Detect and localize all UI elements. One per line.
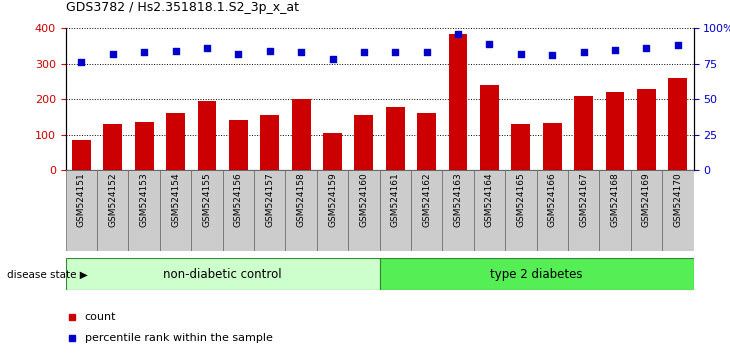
Point bbox=[484, 41, 496, 47]
Text: GSM524156: GSM524156 bbox=[234, 172, 243, 227]
Point bbox=[390, 50, 402, 55]
Text: non-diabetic control: non-diabetic control bbox=[164, 268, 282, 281]
Bar bbox=[292, 99, 310, 170]
Text: GSM524155: GSM524155 bbox=[202, 172, 212, 227]
FancyBboxPatch shape bbox=[505, 170, 537, 251]
FancyBboxPatch shape bbox=[285, 170, 317, 251]
Text: GSM524151: GSM524151 bbox=[77, 172, 86, 227]
Text: GSM524160: GSM524160 bbox=[359, 172, 369, 227]
FancyBboxPatch shape bbox=[537, 170, 568, 251]
Point bbox=[515, 51, 527, 57]
Point bbox=[201, 45, 213, 51]
Bar bbox=[323, 133, 342, 170]
Text: GSM524159: GSM524159 bbox=[328, 172, 337, 227]
FancyBboxPatch shape bbox=[66, 258, 380, 290]
Point bbox=[546, 52, 558, 58]
Text: GSM524152: GSM524152 bbox=[108, 172, 118, 227]
FancyBboxPatch shape bbox=[348, 170, 380, 251]
Point bbox=[107, 51, 119, 57]
FancyBboxPatch shape bbox=[191, 170, 223, 251]
Bar bbox=[166, 113, 185, 170]
Point bbox=[169, 48, 181, 54]
FancyBboxPatch shape bbox=[223, 170, 254, 251]
FancyBboxPatch shape bbox=[128, 170, 160, 251]
Bar bbox=[418, 113, 436, 170]
Text: GSM524164: GSM524164 bbox=[485, 172, 494, 227]
Bar bbox=[669, 78, 687, 170]
Point bbox=[641, 45, 653, 51]
Text: disease state ▶: disease state ▶ bbox=[7, 269, 88, 279]
Text: GSM524154: GSM524154 bbox=[171, 172, 180, 227]
Point bbox=[232, 51, 244, 57]
Text: count: count bbox=[85, 312, 116, 322]
FancyBboxPatch shape bbox=[474, 170, 505, 251]
Bar bbox=[512, 124, 530, 170]
Bar bbox=[543, 123, 561, 170]
Text: GSM524157: GSM524157 bbox=[265, 172, 274, 227]
Point bbox=[326, 57, 338, 62]
Bar bbox=[104, 124, 122, 170]
Bar bbox=[198, 101, 216, 170]
FancyBboxPatch shape bbox=[317, 170, 348, 251]
Bar bbox=[386, 107, 404, 170]
Text: type 2 diabetes: type 2 diabetes bbox=[491, 268, 583, 281]
FancyBboxPatch shape bbox=[66, 170, 97, 251]
Text: percentile rank within the sample: percentile rank within the sample bbox=[85, 332, 272, 343]
Text: GSM524169: GSM524169 bbox=[642, 172, 651, 227]
Text: GSM524163: GSM524163 bbox=[453, 172, 463, 227]
Bar bbox=[261, 115, 279, 170]
FancyBboxPatch shape bbox=[380, 170, 411, 251]
Bar bbox=[575, 96, 593, 170]
FancyBboxPatch shape bbox=[568, 170, 599, 251]
Text: GSM524158: GSM524158 bbox=[296, 172, 306, 227]
FancyBboxPatch shape bbox=[599, 170, 631, 251]
Point bbox=[139, 50, 150, 55]
Bar bbox=[229, 120, 247, 170]
Text: GSM524153: GSM524153 bbox=[139, 172, 149, 227]
Text: GSM524168: GSM524168 bbox=[610, 172, 620, 227]
Text: GSM524161: GSM524161 bbox=[391, 172, 400, 227]
Bar bbox=[606, 92, 624, 170]
Point bbox=[672, 42, 683, 48]
Text: GSM524165: GSM524165 bbox=[516, 172, 526, 227]
Point bbox=[264, 48, 276, 54]
Bar bbox=[637, 89, 656, 170]
FancyBboxPatch shape bbox=[97, 170, 128, 251]
Text: GSM524170: GSM524170 bbox=[673, 172, 683, 227]
Point bbox=[421, 50, 433, 55]
Point bbox=[76, 59, 88, 65]
FancyBboxPatch shape bbox=[631, 170, 662, 251]
Bar bbox=[355, 115, 373, 170]
Point bbox=[578, 50, 590, 55]
Point bbox=[453, 31, 464, 37]
Bar bbox=[135, 122, 153, 170]
FancyBboxPatch shape bbox=[160, 170, 191, 251]
FancyBboxPatch shape bbox=[662, 170, 694, 251]
Text: GSM524166: GSM524166 bbox=[548, 172, 557, 227]
Text: GSM524167: GSM524167 bbox=[579, 172, 588, 227]
FancyBboxPatch shape bbox=[442, 170, 474, 251]
Text: GSM524162: GSM524162 bbox=[422, 172, 431, 227]
Point bbox=[609, 47, 620, 52]
Point bbox=[295, 50, 307, 55]
Bar bbox=[480, 85, 499, 170]
Point bbox=[358, 50, 369, 55]
FancyBboxPatch shape bbox=[411, 170, 442, 251]
Text: GDS3782 / Hs2.351818.1.S2_3p_x_at: GDS3782 / Hs2.351818.1.S2_3p_x_at bbox=[66, 1, 299, 14]
Bar bbox=[72, 140, 91, 170]
FancyBboxPatch shape bbox=[254, 170, 285, 251]
Bar bbox=[449, 34, 467, 170]
FancyBboxPatch shape bbox=[380, 258, 694, 290]
